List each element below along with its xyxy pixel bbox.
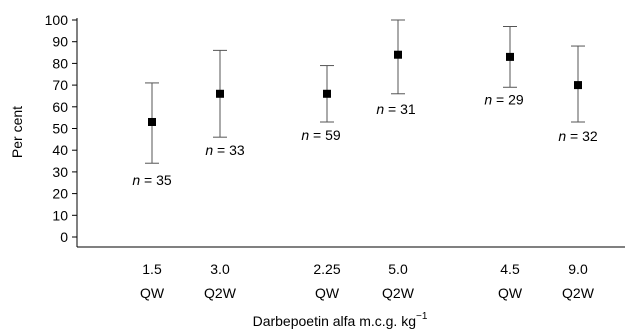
data-point-marker — [148, 117, 156, 126]
x-category-schedule: QW — [315, 285, 340, 301]
y-ticks: 0 10 20 30 40 50 60 70 80 90 100 — [45, 12, 77, 245]
n-label-symbol: n — [301, 127, 309, 143]
x-category-labels: 1.5 QW 3.0 Q2W 2.25 QW 5.0 Q2W 4.5 QW 9.0 Q2W — [140, 261, 595, 301]
y-tick-label: 0 — [60, 229, 68, 245]
x-category-schedule: QW — [140, 285, 165, 301]
n-label-symbol: n — [484, 91, 492, 107]
n-labels: n = 35n = 33n = 59n = 31n = 29n = 32 — [132, 91, 598, 188]
data-point-marker — [394, 50, 402, 59]
x-category-schedule: QW — [498, 285, 523, 301]
n-label-symbol: n — [376, 101, 384, 117]
n-label: n = 29 — [484, 91, 524, 107]
n-label-symbol: n — [558, 128, 566, 144]
x-category-schedule: Q2W — [204, 285, 237, 301]
y-tick-label: 20 — [52, 186, 68, 202]
x-category-dose: 3.0 — [210, 261, 230, 277]
y-tick-label: 10 — [52, 207, 68, 223]
y-tick-label: 90 — [52, 34, 68, 50]
y-tick-label: 40 — [52, 142, 68, 158]
n-label-value: = 35 — [140, 172, 172, 188]
n-label-symbol: n — [205, 142, 213, 158]
x-category-dose: 2.25 — [313, 261, 340, 277]
n-label-value: = 32 — [566, 128, 598, 144]
y-tick-label: 30 — [52, 164, 68, 180]
n-label-value: = 59 — [309, 127, 341, 143]
data-point-marker — [574, 81, 582, 90]
y-tick-label: 80 — [52, 55, 68, 71]
n-label-value: = 31 — [384, 101, 416, 117]
x-axis-label: Darbepoetin alfa m.c.g. kg−1 — [253, 311, 428, 329]
n-label: n = 59 — [301, 127, 341, 143]
y-tick-label: 70 — [52, 77, 68, 93]
x-category-schedule: Q2W — [562, 285, 595, 301]
data-points — [145, 19, 585, 164]
data-point-marker — [216, 89, 224, 98]
data-point-marker — [323, 89, 331, 98]
n-label: n = 31 — [376, 101, 416, 117]
axes — [76, 18, 625, 248]
n-label-value: = 29 — [492, 91, 524, 107]
y-axis-label: Per cent — [9, 106, 25, 158]
n-label-value: = 33 — [213, 142, 245, 158]
data-point-marker — [506, 52, 514, 61]
n-label-symbol: n — [132, 172, 140, 188]
x-category-dose: 5.0 — [388, 261, 408, 277]
n-label: n = 33 — [205, 142, 245, 158]
y-tick-label: 60 — [52, 99, 68, 115]
x-category-dose: 9.0 — [568, 261, 588, 277]
x-axis-label-superscript: −1 — [416, 311, 428, 322]
y-tick-label: 100 — [45, 12, 69, 28]
x-category-dose: 1.5 — [142, 261, 162, 277]
n-label: n = 35 — [132, 172, 172, 188]
x-category-schedule: Q2W — [382, 285, 415, 301]
n-label: n = 32 — [558, 128, 598, 144]
x-axis-label-text: Darbepoetin alfa m.c.g. kg — [253, 313, 416, 329]
y-tick-label: 50 — [52, 121, 68, 137]
x-category-dose: 4.5 — [500, 261, 520, 277]
